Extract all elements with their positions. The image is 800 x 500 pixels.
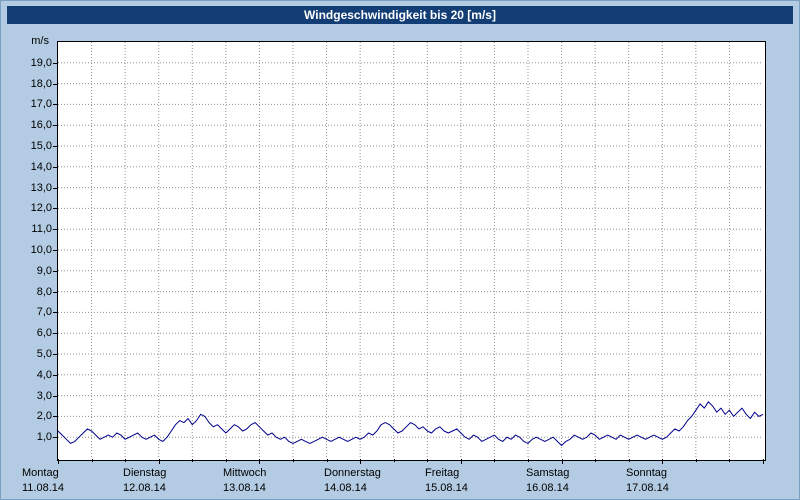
y-tick-mark — [53, 84, 58, 85]
x-minor-tick-mark — [528, 459, 529, 462]
x-minor-tick-mark — [427, 459, 428, 462]
y-tick-label: 16,0 — [30, 119, 52, 132]
x-day-label: Freitag — [425, 467, 460, 479]
x-date-label: 11.08.14 — [22, 482, 65, 494]
x-day-tick-mark — [58, 459, 59, 464]
x-minor-tick-mark — [394, 459, 395, 462]
wind-speed-line-chart — [58, 42, 763, 458]
y-tick-mark — [53, 104, 58, 105]
y-tick-mark — [53, 167, 58, 168]
y-tick-mark — [53, 333, 58, 334]
y-tick-label: 10,0 — [30, 244, 52, 256]
y-tick-mark — [53, 312, 58, 313]
y-tick-label: 8,0 — [36, 285, 52, 298]
x-day-label: Samstag — [526, 467, 570, 479]
x-date-label: 13.08.14 — [223, 482, 266, 494]
y-tick-mark — [53, 396, 58, 397]
y-tick-label: 2,0 — [36, 410, 52, 423]
y-tick-label: 6,0 — [36, 327, 52, 340]
y-tick-mark — [53, 188, 58, 189]
x-day-tick-mark — [461, 459, 462, 464]
x-minor-tick-mark — [696, 459, 697, 462]
x-date-label: 14.08.14 — [324, 482, 367, 494]
y-tick-mark — [53, 146, 58, 147]
y-tick-mark — [53, 229, 58, 230]
y-tick-label: 13,0 — [30, 181, 52, 194]
x-day-tick-mark — [763, 459, 764, 464]
y-tick-label: 1,0 — [36, 431, 52, 444]
y-tick-mark — [53, 292, 58, 293]
plot-area — [57, 41, 766, 461]
y-tick-mark — [53, 354, 58, 355]
x-date-label: 17.08.14 — [626, 482, 669, 494]
y-tick-mark — [53, 437, 58, 438]
x-day-tick-mark — [562, 459, 563, 464]
y-tick-label: 4,0 — [36, 368, 52, 381]
y-tick-mark — [53, 125, 58, 126]
x-date-label: 16.08.14 — [526, 482, 569, 494]
x-day-label: Mittwoch — [223, 467, 267, 479]
y-tick-mark — [53, 250, 58, 251]
x-minor-tick-mark — [327, 459, 328, 462]
y-tick-label: 11,0 — [31, 223, 52, 236]
x-minor-tick-mark — [92, 459, 93, 462]
x-day-tick-mark — [159, 459, 160, 464]
y-tick-label: 12,0 — [30, 202, 52, 215]
x-minor-tick-mark — [192, 459, 193, 462]
x-date-label: 12.08.14 — [123, 482, 166, 494]
x-minor-tick-mark — [629, 459, 630, 462]
y-axis-unit-label: m/s — [31, 35, 49, 47]
x-minor-tick-mark — [595, 459, 596, 462]
wind-speed-series — [58, 401, 763, 446]
y-tick-label: 17,0 — [30, 98, 52, 111]
x-day-label: Sonntag — [626, 467, 667, 479]
y-tick-mark — [53, 416, 58, 417]
x-minor-tick-mark — [125, 459, 126, 462]
x-minor-tick-mark — [494, 459, 495, 462]
y-tick-label: 3,0 — [36, 389, 52, 402]
y-tick-mark — [53, 208, 58, 209]
y-tick-mark — [53, 271, 58, 272]
y-tick-label: 5,0 — [36, 348, 52, 360]
y-tick-label: 7,0 — [36, 306, 52, 319]
y-tick-label: 9,0 — [36, 264, 52, 277]
y-tick-label: 14,0 — [30, 160, 52, 173]
x-day-label: Montag — [22, 467, 59, 479]
y-tick-label: 18,0 — [30, 77, 52, 90]
chart-title-bar: Windgeschwindigkeit bis 20 [m/s] — [7, 6, 793, 24]
y-tick-mark — [53, 375, 58, 376]
x-day-label: Dienstag — [123, 467, 167, 479]
x-day-tick-mark — [662, 459, 663, 464]
y-tick-mark — [53, 63, 58, 64]
y-tick-label: 19,0 — [30, 56, 52, 69]
x-day-label: Donnerstag — [324, 467, 381, 479]
x-day-tick-mark — [259, 459, 260, 464]
x-minor-tick-mark — [293, 459, 294, 462]
x-day-tick-mark — [360, 459, 361, 464]
x-minor-tick-mark — [226, 459, 227, 462]
y-tick-label: 15,0 — [30, 140, 52, 152]
x-date-label: 15.08.14 — [425, 482, 468, 494]
x-minor-tick-mark — [729, 459, 730, 462]
